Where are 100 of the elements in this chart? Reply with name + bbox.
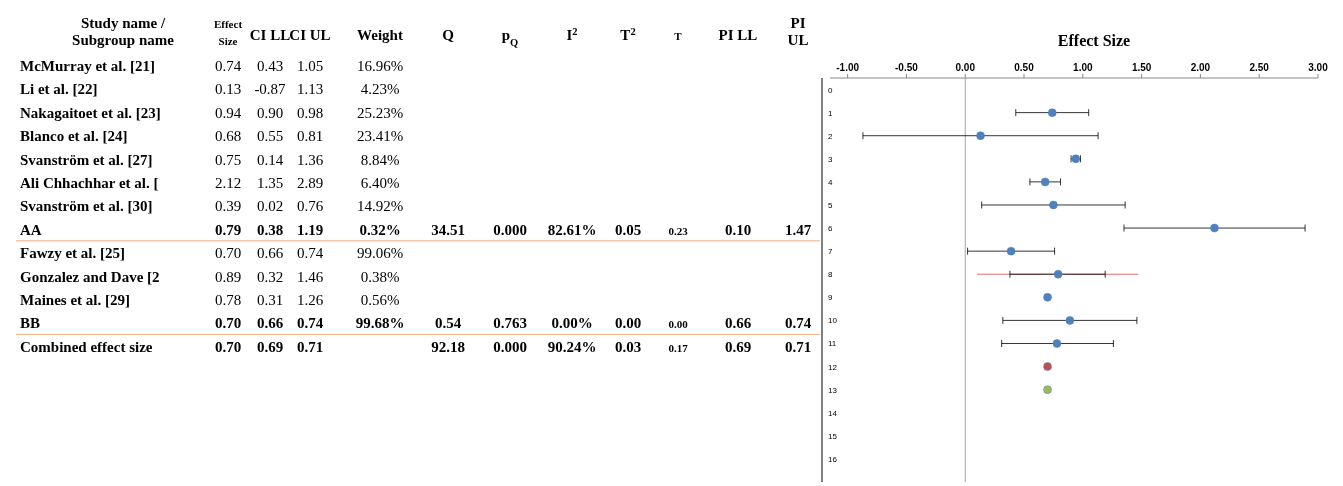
- text: 0.38%: [360, 268, 400, 285]
- text: Maines et al. [29]: [20, 292, 130, 308]
- text: 0.38: [256, 221, 284, 238]
- text: 0.69: [724, 338, 752, 355]
- text: 23.41%: [356, 128, 404, 145]
- text: 99.06%: [356, 245, 404, 262]
- text: 4.23%: [360, 81, 400, 98]
- text: 0.71: [296, 338, 324, 355]
- chart-title: Effect Size: [1057, 32, 1131, 49]
- text: 0.10: [724, 221, 752, 238]
- x-tick-label: 0.50: [1014, 62, 1035, 73]
- text: Fawzy et al. [25]: [20, 245, 125, 262]
- text: 1.26: [296, 292, 324, 308]
- text: 1.13: [296, 81, 324, 98]
- text: 0.32%: [359, 221, 401, 238]
- y-tick-label: 14: [828, 408, 838, 418]
- x-tick-label: 0.00: [955, 62, 976, 73]
- text: Combined effect size: [20, 338, 153, 355]
- category-label: CI UL: [289, 27, 331, 43]
- text: 0.79: [214, 221, 242, 238]
- y-tick-label: 1: [828, 108, 833, 118]
- x-tick-label: 2.50: [1249, 62, 1270, 73]
- y-tick-label: 4: [828, 177, 833, 187]
- text: Li et al. [22]: [20, 81, 98, 98]
- text: 99.68%: [355, 315, 405, 332]
- y-tick-label: 11: [828, 339, 837, 349]
- text: 0.43: [256, 58, 284, 74]
- category-label: p$_{Q}$: [501, 27, 519, 48]
- y-tick-label: 3: [828, 154, 833, 164]
- text: 6.40%: [360, 175, 400, 191]
- text: 1.19: [296, 221, 324, 238]
- text: 0.00: [668, 318, 688, 331]
- text: 8.84%: [360, 151, 400, 168]
- text: 0.23: [668, 224, 688, 237]
- text: 0.74: [784, 315, 812, 332]
- text: 90.24%: [547, 338, 597, 355]
- x-tick-label: 1.00: [1073, 62, 1093, 73]
- category-label: Effect Size: [213, 18, 243, 47]
- text: 16.96%: [356, 58, 404, 74]
- y-tick-label: 15: [828, 431, 838, 441]
- text: 1.05: [296, 58, 324, 74]
- text: 0.39: [214, 198, 242, 215]
- text: 0.74: [296, 245, 324, 262]
- text: 0.56%: [360, 292, 400, 308]
- text: 0.14: [256, 151, 284, 168]
- text: Gonzalez and Dave [2: [20, 268, 160, 285]
- category-label: PI LL: [718, 27, 758, 43]
- category-label: T$^{2}$: [620, 25, 636, 43]
- x-tick-label: 3.00: [1308, 62, 1329, 73]
- y-tick-label: 16: [828, 454, 838, 464]
- text: 0.66: [256, 315, 284, 332]
- text: 0.94: [214, 104, 242, 121]
- text: 0.70: [214, 245, 242, 262]
- text: 0.31: [256, 292, 284, 308]
- category-label: CI LL: [249, 27, 291, 43]
- text: 0.17: [668, 341, 688, 354]
- text: 1.35: [256, 175, 284, 191]
- text: 0.68: [214, 128, 242, 145]
- text: McMurray et al. [21]: [20, 58, 155, 74]
- text: 0.00: [614, 315, 642, 332]
- text: 1.36: [296, 151, 324, 168]
- y-tick-label: 13: [828, 385, 838, 395]
- text: 0.69: [256, 338, 284, 355]
- text: 0.03: [614, 338, 642, 355]
- text: 0.763: [493, 315, 527, 332]
- y-tick-label: 12: [828, 362, 838, 372]
- text: 0.76: [296, 198, 324, 215]
- text: 34.51: [431, 221, 465, 238]
- text: 0.81: [296, 128, 324, 145]
- text: 92.18: [431, 338, 465, 355]
- category-label: Study name / Subgroup name: [72, 15, 175, 48]
- y-tick-label: 10: [828, 316, 838, 326]
- category-label: T: [674, 30, 683, 42]
- text: 0.89: [214, 268, 242, 285]
- y-tick-label: 6: [828, 224, 833, 234]
- text: 0.55: [256, 128, 284, 145]
- x-tick-label: -0.50: [895, 62, 919, 73]
- text: 1.46: [296, 268, 324, 285]
- text: 0.02: [256, 198, 284, 215]
- text: 2.12: [214, 175, 242, 191]
- text: 0.13: [214, 81, 242, 98]
- text: 0.54: [434, 315, 462, 332]
- text: Nakagaitoet et al. [23]: [20, 104, 161, 121]
- category-label: Weight: [357, 27, 403, 43]
- text: 0.75: [214, 151, 242, 168]
- text: 2.89: [296, 175, 324, 191]
- x-tick-label: 1.50: [1131, 62, 1152, 73]
- text: 0.78: [214, 292, 242, 308]
- text: Svanström et al. [30]: [20, 198, 153, 215]
- text: -0.87: [254, 81, 286, 98]
- text: 25.23%: [356, 104, 404, 121]
- text: BB: [20, 315, 41, 332]
- text: 0.66: [724, 315, 752, 332]
- text: 0.70: [214, 315, 242, 332]
- text: 0.66: [256, 245, 284, 262]
- text: 14.92%: [356, 198, 404, 215]
- y-tick-label: 9: [828, 293, 833, 303]
- y-tick-label: 7: [828, 247, 833, 257]
- text: 0.98: [296, 104, 324, 121]
- text: 1.47: [784, 221, 812, 238]
